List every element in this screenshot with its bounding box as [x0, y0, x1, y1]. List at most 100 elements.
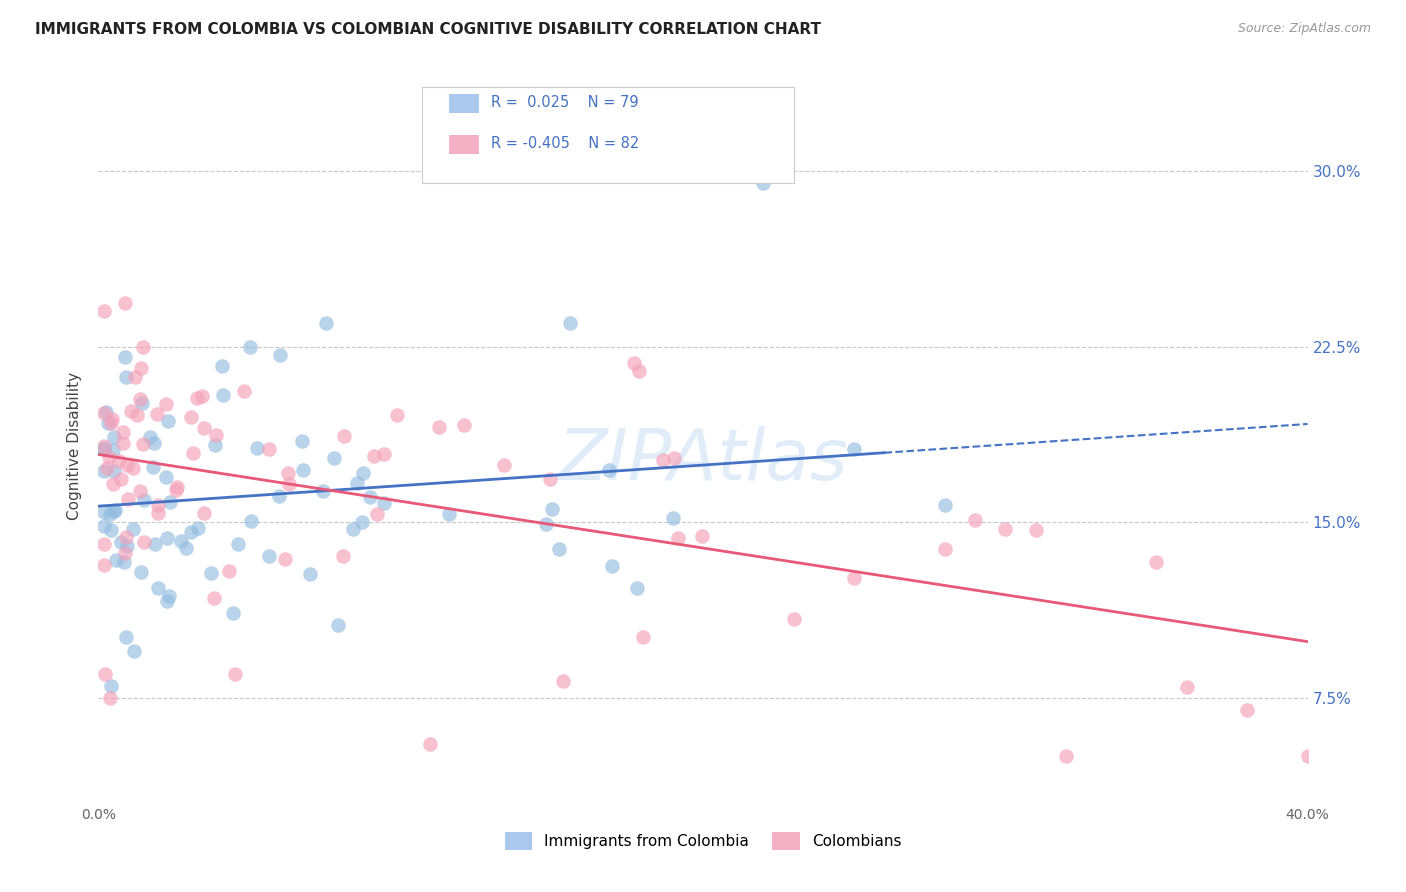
- Point: [269, 348, 291, 362]
- Point: [187, 521, 209, 535]
- Point: [277, 466, 299, 480]
- Point: [627, 364, 650, 378]
- Point: [121, 460, 143, 475]
- Point: [538, 472, 561, 486]
- Point: [934, 498, 956, 512]
- Point: [156, 532, 179, 546]
- Point: [494, 458, 516, 472]
- Point: [257, 549, 280, 563]
- Point: [239, 340, 262, 354]
- Point: [662, 450, 685, 465]
- Point: [373, 496, 395, 510]
- Point: [93, 537, 115, 551]
- Point: [661, 511, 683, 525]
- Point: [155, 396, 177, 410]
- Point: [419, 737, 441, 751]
- Point: [180, 525, 202, 540]
- Point: [103, 430, 125, 444]
- Point: [129, 483, 152, 498]
- Point: [94, 667, 117, 681]
- Point: [278, 476, 301, 491]
- Point: [148, 582, 170, 596]
- Point: [101, 476, 124, 491]
- Point: [193, 507, 215, 521]
- Point: [212, 387, 235, 401]
- Point: [93, 439, 115, 453]
- Point: [844, 442, 866, 456]
- Point: [93, 442, 115, 456]
- Point: [666, 531, 689, 545]
- Point: [346, 476, 368, 491]
- Point: [602, 559, 624, 574]
- Point: [156, 414, 179, 428]
- Text: Source: ZipAtlas.com: Source: ZipAtlas.com: [1237, 22, 1371, 36]
- Point: [146, 506, 169, 520]
- Point: [156, 593, 179, 607]
- Point: [540, 502, 562, 516]
- Point: [166, 480, 188, 494]
- Point: [291, 434, 314, 448]
- Point: [115, 530, 138, 544]
- Point: [122, 644, 145, 658]
- Point: [180, 410, 202, 425]
- Point: [844, 571, 866, 585]
- Text: R =  0.025    N = 79: R = 0.025 N = 79: [491, 95, 638, 110]
- Point: [631, 630, 654, 644]
- Point: [96, 404, 118, 418]
- Point: [115, 458, 138, 473]
- Point: [267, 489, 290, 503]
- Point: [131, 396, 153, 410]
- Point: [352, 467, 374, 481]
- Point: [273, 551, 295, 566]
- Point: [366, 507, 388, 521]
- Text: ZIPAtlas: ZIPAtlas: [558, 425, 848, 495]
- Point: [132, 340, 155, 354]
- Point: [93, 464, 115, 478]
- Point: [110, 472, 132, 486]
- Y-axis label: Cognitive Disability: Cognitive Disability: [67, 372, 83, 520]
- Point: [204, 427, 226, 442]
- Point: [124, 370, 146, 384]
- Point: [257, 442, 280, 457]
- Point: [122, 523, 145, 537]
- Point: [97, 417, 120, 431]
- Point: [105, 553, 128, 567]
- Point: [385, 408, 408, 422]
- Point: [292, 463, 315, 477]
- Point: [129, 361, 152, 376]
- Point: [93, 406, 115, 420]
- Point: [97, 450, 120, 464]
- Point: [651, 453, 673, 467]
- Point: [131, 437, 153, 451]
- Point: [117, 492, 139, 507]
- Point: [752, 176, 775, 190]
- Point: [193, 420, 215, 434]
- Point: [994, 522, 1017, 536]
- Point: [363, 449, 385, 463]
- Point: [165, 483, 187, 497]
- Point: [114, 369, 136, 384]
- Point: [1054, 749, 1077, 764]
- Point: [110, 535, 132, 549]
- Point: [186, 392, 208, 406]
- Point: [1296, 749, 1319, 764]
- Point: [139, 430, 162, 444]
- Point: [224, 667, 246, 681]
- Point: [183, 445, 205, 459]
- Legend: Immigrants from Colombia, Colombians: Immigrants from Colombia, Colombians: [499, 826, 907, 855]
- Point: [547, 541, 569, 556]
- Point: [534, 517, 557, 532]
- Point: [328, 618, 350, 632]
- Point: [101, 412, 124, 426]
- Point: [111, 425, 134, 439]
- Point: [134, 492, 156, 507]
- Point: [93, 519, 115, 533]
- Point: [352, 515, 374, 529]
- Point: [246, 441, 269, 455]
- Point: [202, 591, 225, 606]
- Point: [114, 350, 136, 364]
- Point: [101, 443, 124, 458]
- Point: [323, 450, 346, 465]
- Text: R = -0.405    N = 82: R = -0.405 N = 82: [491, 136, 638, 151]
- Point: [132, 535, 155, 549]
